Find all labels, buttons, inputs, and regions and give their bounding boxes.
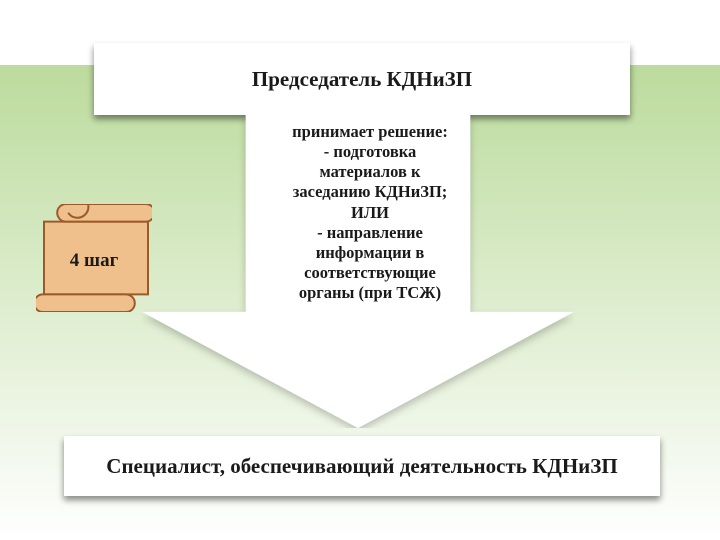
down-arrow-text: принимает решение:- подготовкаматериалов… — [262, 122, 478, 308]
bottom-box: Специалист, обеспечивающий деятельность … — [64, 436, 660, 496]
down-arrow-text-line: информации в — [316, 243, 425, 263]
down-arrow-text-line: органы (при ТСЖ) — [299, 283, 441, 303]
top-title-text: Председатель КДНиЗП — [252, 67, 472, 92]
bottom-box-text: Специалист, обеспечивающий деятельность … — [106, 454, 617, 479]
step-scroll: 4 шаг — [36, 204, 152, 312]
down-arrow-text-line: соответствующие — [304, 263, 436, 283]
down-arrow-text-line: принимает решение: — [292, 122, 448, 142]
down-arrow-text-line: ИЛИ — [351, 203, 389, 223]
down-arrow-text-line: заседанию КДНиЗП; — [293, 182, 448, 202]
top-title-box: Председатель КДНиЗП — [94, 43, 630, 115]
scroll-icon — [36, 204, 152, 312]
down-arrow-text-line: - подготовка — [324, 142, 417, 162]
down-arrow-text-line: материалов к — [319, 162, 420, 182]
down-arrow-text-line: - направление — [317, 223, 423, 243]
down-arrow: принимает решение:- подготовкаматериалов… — [142, 114, 574, 428]
